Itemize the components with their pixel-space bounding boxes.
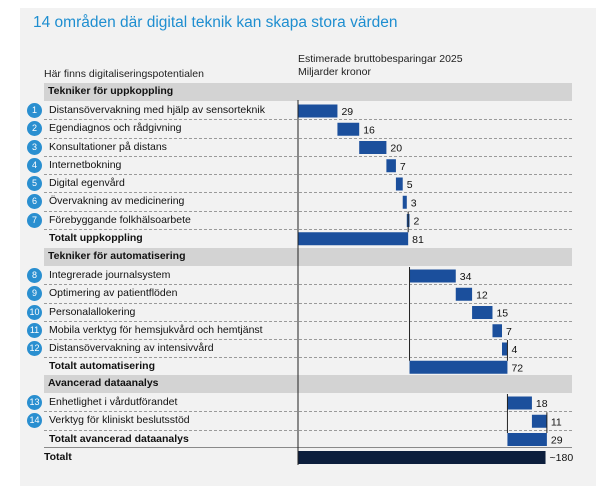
bar-value-label: 7 [400,161,406,173]
bar-value-label: 20 [390,143,402,155]
bar-value-label: 15 [496,308,508,320]
waterfall-bar [507,396,532,410]
item-number-badge: 9 [27,286,42,302]
section-total-bar [409,360,508,374]
item-label: Internetbokning [49,158,122,171]
section-total-value-label: 72 [511,362,523,374]
section-total-label: Totalt avancerad dataanalys [49,432,189,445]
waterfall-bar [472,306,493,319]
waterfall-bar [409,269,456,283]
item-number-badge: 2 [27,121,42,137]
bar-value-label: 29 [341,106,353,118]
row-divider [44,228,572,230]
waterfall-bar [402,195,407,209]
item-label: Enhetlighet i vårdutförandet [49,396,178,408]
waterfall-bar [337,122,360,136]
item-number-badge: 11 [27,322,42,338]
section-total-value-label: 29 [551,435,563,447]
item-number-badge: 1 [27,103,42,118]
chart-header-line2: Miljarder kronor [298,66,371,78]
section-total-label: Totalt uppkoppling [49,231,143,244]
item-number-badge: 13 [27,395,42,410]
bar-value-label: 18 [536,398,548,410]
chart-header: Estimerade bruttobesparingar 2025 Miljar… [298,53,463,79]
item-number-badge: 10 [27,304,42,320]
grand-total-bar [298,451,546,464]
item-number-badge: 12 [27,341,42,356]
section-title: Tekniker för uppkoppling [48,85,174,97]
waterfall-bar [531,414,547,428]
item-label: Distansövervakning av intensivvård [49,342,214,354]
bar-value-label: 16 [363,124,375,136]
item-label: Digital egenvård [49,177,125,189]
item-label: Konsultationer på distans [49,140,167,153]
page-title: 14 områden där digital teknik kan skapa … [33,14,398,31]
section-total-bar [507,433,547,446]
item-number-badge: 6 [27,194,42,210]
waterfall-bar [395,177,403,191]
item-label: Personalallokering [49,305,136,318]
item-label: Distansövervakning med hjälp av sensorte… [49,104,265,116]
waterfall-bar [298,104,338,118]
row-divider [44,155,572,157]
item-number-badge: 5 [27,176,42,191]
waterfall-bar [492,324,502,338]
grand-total-divider [44,447,572,448]
item-number-badge: 4 [27,157,42,173]
item-number-badge: 14 [27,413,42,429]
column-header: Här finns digitaliseringspotentialen [44,68,204,80]
item-label: Integrerade journalsystem [49,269,171,281]
bar-value-label: 4 [511,344,517,356]
item-label: Egendiagnos och rådgivning [49,122,182,135]
bar-value-label: 11 [551,416,562,428]
waterfall-bar [359,141,387,154]
bar-value-label: 2 [414,216,420,228]
item-label: Förebyggande folkhälsoarbete [49,213,191,226]
waterfall-bar [502,342,508,356]
section-header: Tekniker för automatisering [44,248,572,266]
item-label: Övervakning av medicinering [49,195,185,208]
section-total-value-label: 81 [412,234,424,246]
row-divider [44,302,572,304]
row-divider [44,210,572,212]
bar-value-label: 5 [407,179,413,191]
item-label: Verktyg för kliniskt beslutsstöd [49,414,190,427]
row-divider [44,137,572,139]
grand-total-label: Totalt [44,451,72,463]
grand-total-value-label: ~180 [550,452,574,464]
item-number-badge: 8 [27,268,42,283]
bar-value-label: 34 [460,271,472,283]
item-number-badge: 3 [27,139,42,155]
item-number-badge: 7 [27,212,42,228]
section-total-bar [298,232,409,246]
row-divider [44,119,572,121]
chart-header-line1: Estimerade bruttobesparingar 2025 [298,53,463,65]
section-title: Tekniker för automatisering [48,250,186,262]
section-title: Avancerad dataanalys [48,377,159,389]
bar-value-label: 3 [411,197,417,209]
section-total-label: Totalt automatisering [49,360,155,373]
row-divider [44,174,572,175]
row-divider [44,357,572,359]
section-header: Tekniker för uppkoppling [44,83,572,101]
item-label: Optimering av patientflöden [49,287,178,300]
row-divider [44,429,572,431]
waterfall-bar [455,287,473,301]
row-divider [44,411,572,413]
row-divider [44,339,572,340]
row-divider [44,284,572,286]
section-header: Avancerad dataanalys [44,375,572,393]
item-label: Mobila verktyg för hemsjukvård och hemtj… [49,323,263,336]
bar-value-label: 7 [506,326,512,338]
bar-value-label: 12 [476,289,488,301]
waterfall-bar [386,159,396,173]
row-divider [44,192,572,194]
row-divider [44,320,572,322]
